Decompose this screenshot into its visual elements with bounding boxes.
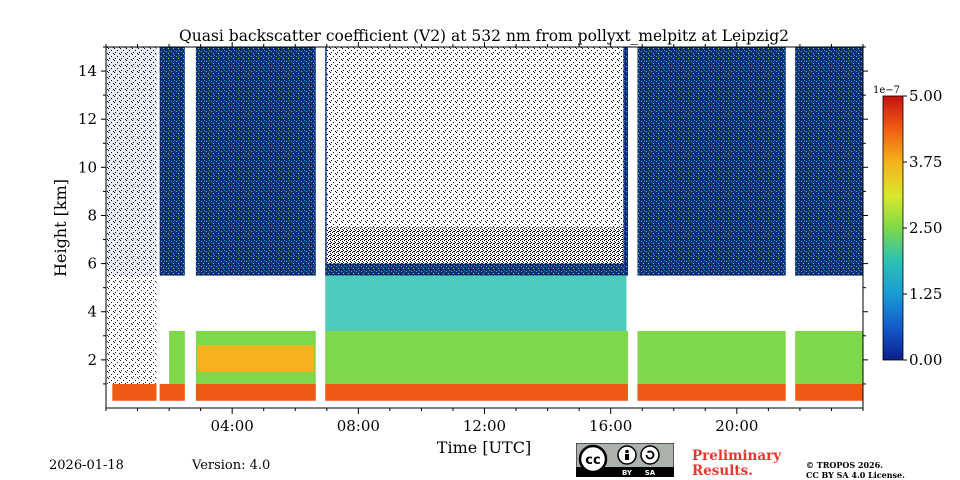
y-tick-label: 6	[87, 255, 97, 273]
cc-icon	[578, 444, 608, 474]
preliminary-line-2: Results.	[692, 463, 753, 479]
data-gap-1	[184, 47, 196, 408]
copyright-note: © TROPOS 2026. CC BY SA 4.0 License.	[806, 460, 905, 480]
colorbar-gradient	[882, 95, 904, 361]
colorbar-ticks: 0.00 1.25 2.50 3.75 5.00	[903, 87, 942, 369]
y-tick-label: 10	[78, 158, 97, 176]
colorbar-tick-label: 2.50	[909, 219, 942, 237]
colorbar-tick-label: 1.25	[909, 285, 942, 303]
data-gaps	[156, 47, 796, 408]
cc-icon-label: cc	[585, 453, 600, 468]
backscatter-layers	[106, 47, 863, 401]
chart-title: Quasi backscatter coefficient (V2) at 53…	[179, 27, 789, 45]
copyright-line-1: © TROPOS 2026.	[806, 460, 883, 470]
x-axis-label: Time [UTC]	[437, 438, 531, 457]
version-label: Version: 4.0	[192, 458, 271, 473]
y-tick-label: 14	[78, 62, 97, 80]
y-axis: 2 4 6 8 10 12 14	[78, 46, 868, 385]
copyright-line-2: CC BY SA 4.0 License.	[806, 470, 905, 480]
by-label: BY	[622, 469, 633, 477]
preliminary-results-note: Preliminary Results.	[692, 449, 781, 479]
y-tick-label: 2	[87, 351, 97, 369]
cc-by-sa-badge[interactable]: cc BY SA	[576, 443, 674, 477]
x-tick-label: 04:00	[211, 417, 254, 435]
x-tick-label: 12:00	[463, 417, 506, 435]
sa-label: SA	[645, 469, 656, 477]
y-tick-label: 8	[87, 206, 97, 224]
colorbar: 1e−7 0.00 1.25 2.50 3.75 5.00	[873, 85, 942, 369]
noise-region-dense	[326, 227, 624, 264]
x-axis: 04:00 08:00 12:00 16:00 20:00	[105, 42, 864, 435]
colorbar-tick-label: 5.00	[909, 87, 942, 105]
data-gap-2	[315, 47, 326, 408]
data-gap-3	[628, 47, 638, 408]
x-tick-label: 20:00	[715, 417, 758, 435]
share-alike-icon	[640, 445, 660, 465]
data-gap-0	[156, 47, 160, 408]
layer-3	[197, 345, 315, 372]
date-label: 2026-01-18	[49, 458, 124, 473]
colorbar-tick-label: 3.75	[909, 153, 942, 171]
x-tick-label: 16:00	[589, 417, 632, 435]
plot-area	[106, 47, 863, 408]
y-tick-label: 4	[87, 303, 97, 321]
x-tick-label: 08:00	[337, 417, 380, 435]
data-gap-4	[785, 47, 796, 408]
y-tick-label: 12	[78, 110, 97, 128]
early-sparse-region	[106, 47, 157, 384]
y-axis-label: Height [km]	[51, 179, 70, 277]
layer-4	[112, 383, 863, 401]
preliminary-line-1: Preliminary	[692, 448, 782, 464]
colorbar-multiplier: 1e−7	[873, 85, 900, 96]
colorbar-tick-label: 0.00	[909, 351, 942, 369]
